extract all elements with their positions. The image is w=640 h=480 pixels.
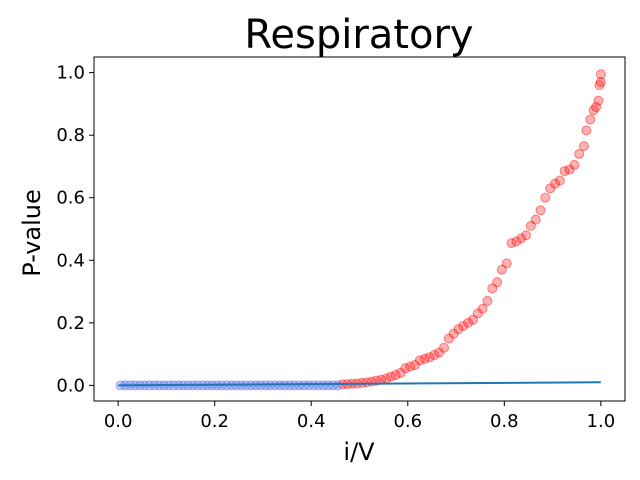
y-tick-label-1: 0.2 — [56, 313, 85, 334]
series-0-point-31 — [487, 283, 498, 294]
series-0-point-10 — [385, 371, 396, 382]
series-0-point-25 — [458, 320, 469, 331]
x-tick-label-5: 1.0 — [587, 411, 616, 432]
series-0-point-27 — [467, 314, 478, 325]
series-0-point-32 — [492, 277, 503, 288]
series-0-point-34 — [501, 258, 512, 269]
series-0-point-57 — [595, 77, 606, 88]
series-0-point-52 — [585, 114, 596, 125]
series-1-point-36 — [289, 380, 300, 391]
series-0-point-18 — [424, 352, 435, 363]
y-tick-label-5: 1.0 — [56, 63, 85, 84]
x-tick-label-1: 0.2 — [200, 411, 229, 432]
series-1-point-35 — [284, 380, 295, 391]
series-0-point-48 — [569, 159, 580, 170]
x-tick-label-4: 0.8 — [490, 411, 519, 432]
series-0-point-39 — [525, 220, 536, 231]
x-tick-label-2: 0.4 — [297, 411, 326, 432]
series-0-point-35 — [506, 238, 517, 249]
axes-frame — [93, 56, 626, 402]
y-axis-label: P-value — [18, 189, 46, 277]
series-0-point-21 — [438, 342, 449, 353]
y-tick-label-2: 0.4 — [56, 250, 85, 271]
series-0-point-47 — [564, 164, 575, 175]
series-0-point-29 — [477, 303, 488, 314]
series-0-point-54 — [591, 102, 602, 113]
x-axis-label: i/V — [343, 438, 375, 466]
threshold-line — [118, 381, 601, 387]
series-0-point-36 — [511, 236, 522, 247]
plot-area: 0.0 0.2 0.4 0.6 0.8 1.0 0.0 0.2 0.4 0.6 0.8 1.0 — [56, 56, 626, 432]
series-0-point-19 — [429, 350, 440, 361]
series-0-point-13 — [400, 363, 411, 374]
series-0-point-30 — [482, 295, 493, 306]
series-0-point-41 — [535, 205, 546, 216]
series-0-point-56 — [594, 80, 605, 91]
series-0-point-24 — [453, 324, 464, 335]
series-0-point-17 — [419, 353, 430, 364]
series-0-point-45 — [554, 175, 565, 186]
series-1-point-45 — [332, 380, 343, 391]
series-0-point-12 — [395, 367, 406, 378]
series-1-point-39 — [303, 380, 314, 391]
series-1-point-38 — [298, 380, 309, 391]
series-0-point-42 — [540, 192, 551, 203]
series-0-point-23 — [448, 328, 459, 339]
series-1-point-34 — [279, 380, 290, 391]
series-0-point-53 — [588, 105, 599, 116]
series-0-point-15 — [410, 360, 421, 371]
series-0-point-46 — [559, 166, 570, 177]
series-0-point-58 — [595, 69, 606, 80]
series-0-point-33 — [496, 264, 507, 275]
series-1-point-37 — [294, 380, 305, 391]
series-0-point-20 — [434, 347, 445, 358]
series-0-point-22 — [443, 333, 454, 344]
series-0-point-11 — [390, 370, 401, 381]
series-0-point-16 — [414, 355, 425, 366]
series-0-point-55 — [593, 95, 604, 106]
series-0-point-14 — [405, 361, 416, 372]
y-tick-label-0: 0.0 — [56, 375, 85, 396]
series-0-point-26 — [463, 317, 474, 328]
y-tick-label-3: 0.6 — [56, 188, 85, 209]
series-0-point-49 — [574, 148, 585, 159]
series-1-point-33 — [274, 380, 285, 391]
y-tick-label-4: 0.8 — [56, 125, 85, 146]
series-0-point-37 — [516, 233, 527, 244]
series-0-point-44 — [550, 178, 561, 189]
x-tick-label-0: 0.0 — [104, 411, 133, 432]
series-0-point-51 — [581, 125, 592, 136]
chart-title: Respiratory — [244, 12, 473, 58]
series-0-point-50 — [578, 141, 589, 152]
series-0-point-43 — [545, 183, 556, 194]
series-0-point-38 — [521, 230, 532, 241]
series-0-point-28 — [472, 308, 483, 319]
series-0-point-40 — [530, 214, 541, 225]
x-tick-label-3: 0.6 — [393, 411, 422, 432]
